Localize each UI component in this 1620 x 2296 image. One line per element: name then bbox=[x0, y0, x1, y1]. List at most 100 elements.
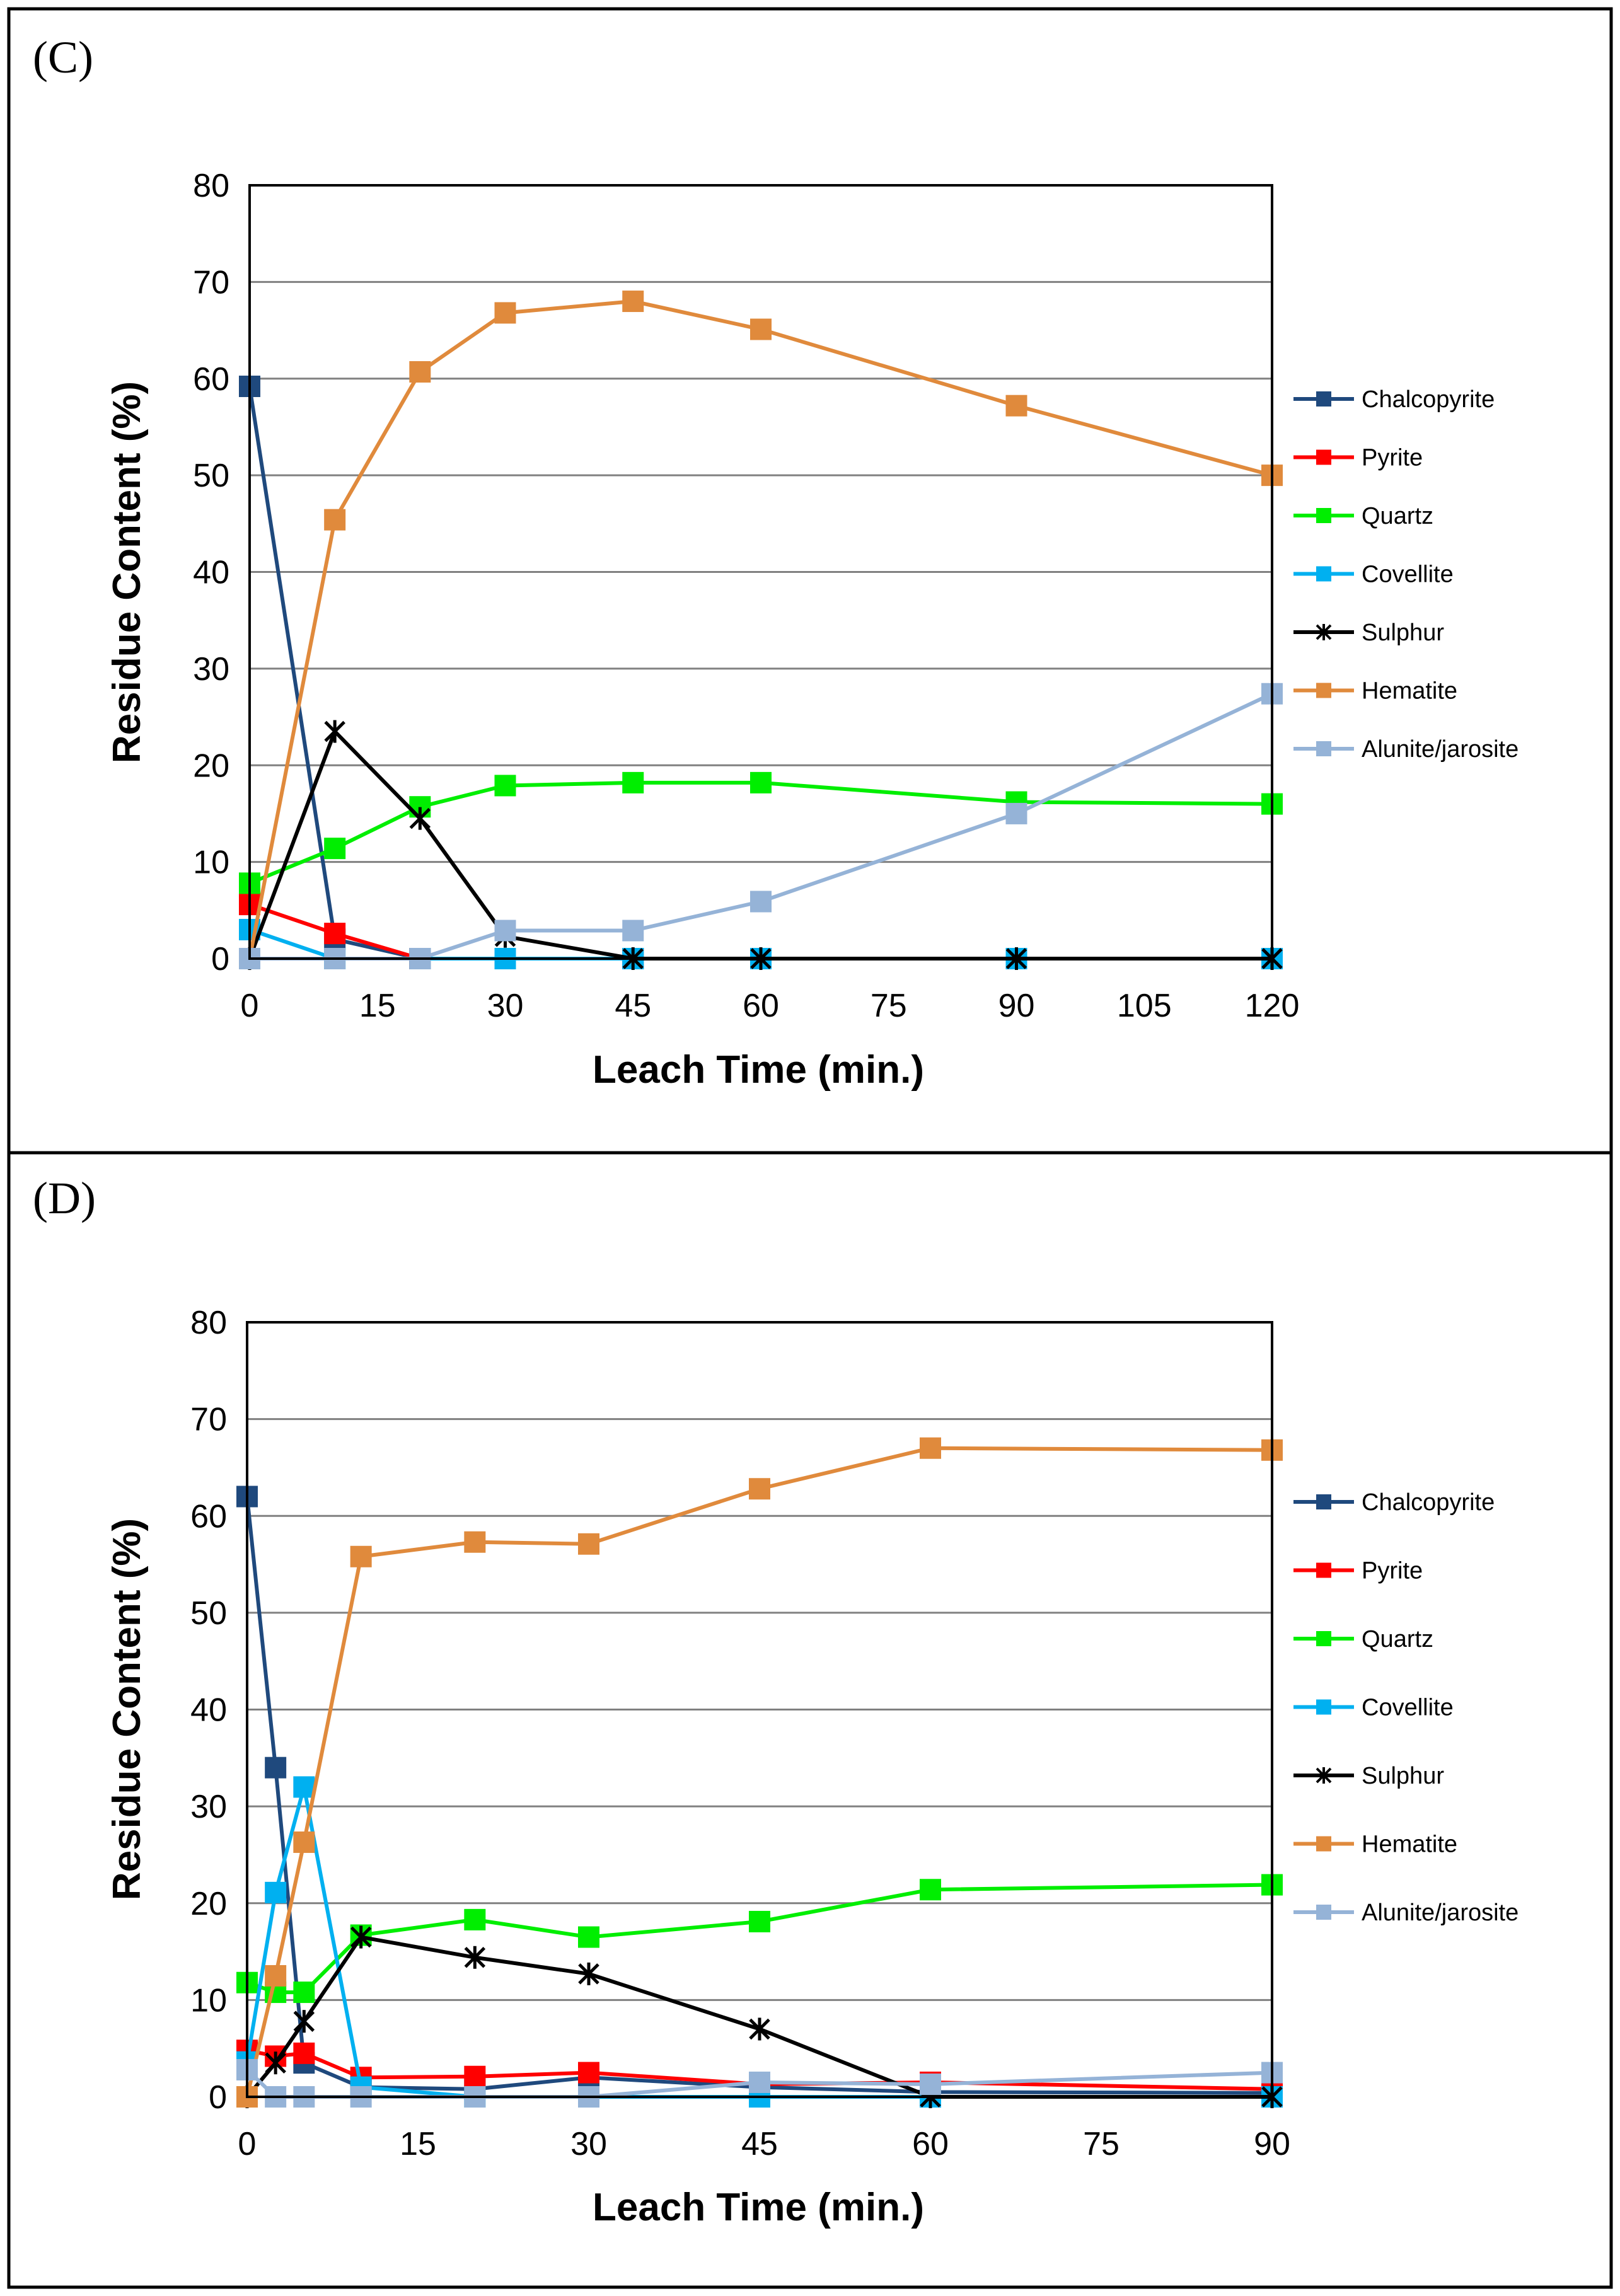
panel-c-x-tick-label: 105 bbox=[1117, 988, 1172, 1024]
panel-d-legend-chalcopyrite: Chalcopyrite bbox=[1293, 1489, 1495, 1516]
panel-d-legend-alunite-jarosite: Alunite/jarosite bbox=[1293, 1900, 1519, 1926]
panel-d: (D) 0 10 20 30 40 50 60 70 80 0 15 30 45 60 75 90 Leac… bbox=[7, 1151, 1613, 2289]
panel-d-x-tick-label: 0 bbox=[238, 2126, 257, 2162]
panel-c-series-alunite-jarosite-point bbox=[494, 920, 516, 942]
panel-d-series-alunite-jarosite-point bbox=[920, 2074, 941, 2096]
panel-c-x-axis-title: Leach Time (min.) bbox=[593, 1048, 924, 1092]
panel-d-legend-hematite: Hematite bbox=[1293, 1832, 1457, 1858]
panel-d-series-sulphur-point bbox=[293, 2010, 315, 2033]
panel-d-series-sulphur-point bbox=[578, 1962, 599, 1985]
panel-c-legend-quartz: Quartz bbox=[1293, 503, 1433, 529]
panel-d-series-sulphur-point bbox=[464, 1946, 486, 1969]
panel-d-series-alunite-jarosite-point bbox=[749, 2071, 770, 2093]
panel-c-series-hematite-point bbox=[750, 318, 772, 340]
panel-c-y-tick-label: 40 bbox=[193, 555, 229, 591]
panel-c-legend-hematite-marker bbox=[1316, 683, 1331, 698]
panel-c-y-ticks: 0 10 20 30 40 50 60 70 80 bbox=[193, 168, 229, 978]
panel-c-label: (C) bbox=[33, 32, 93, 83]
panel-c-plot-border bbox=[248, 184, 1273, 960]
panel-c-y-tick-label: 10 bbox=[193, 845, 229, 881]
panel-d-series-sulphur-point bbox=[265, 2051, 286, 2075]
panel-d-legend-hematite-label: Hematite bbox=[1362, 1832, 1457, 1858]
panel-c-x-tick-label: 75 bbox=[871, 988, 907, 1024]
panel-d-series-sulphur-point bbox=[749, 2017, 770, 2041]
panel-d-x-tick-label: 60 bbox=[912, 2126, 949, 2162]
panel-c-legend-sulphur-label: Sulphur bbox=[1362, 620, 1444, 646]
panel-c-y-axis-title: Residue Content (%) bbox=[105, 381, 149, 763]
panel-c-x-ticks: 0 15 30 45 60 75 90 105 120 bbox=[241, 988, 1300, 1024]
panel-c-series-hematite-point bbox=[494, 302, 516, 324]
panel-d-legend-pyrite-marker bbox=[1316, 1562, 1331, 1578]
panel-d-x-tick-label: 15 bbox=[400, 2126, 436, 2162]
panel-d-x-ticks: 0 15 30 45 60 75 90 bbox=[238, 2126, 1290, 2162]
panel-c-y-tick-label: 50 bbox=[193, 458, 229, 494]
panel-c-x-tick-label: 90 bbox=[998, 988, 1035, 1024]
panel-c-legend-sulphur: Sulphur bbox=[1293, 620, 1444, 646]
panel-d-x-tick-label: 45 bbox=[741, 2126, 778, 2162]
panel-c-series-quartz-line bbox=[248, 780, 1273, 886]
panel-d-y-tick-label: 30 bbox=[190, 1789, 227, 1825]
panel-c-legend-pyrite: Pyrite bbox=[1293, 445, 1423, 471]
panel-d-y-ticks: 0 10 20 30 40 50 60 70 80 bbox=[190, 1305, 227, 2116]
panel-c-x-tick-label: 45 bbox=[615, 988, 651, 1024]
panel-d-series-hematite-point bbox=[749, 1478, 770, 1500]
panel-d-y-tick-label: 10 bbox=[190, 1982, 227, 2019]
panel-d-legend-sulphur-label: Sulphur bbox=[1362, 1763, 1444, 1789]
panel-d-label: (D) bbox=[33, 1173, 96, 1223]
panel-c-series-alunite-jarosite-point bbox=[1005, 802, 1027, 824]
panel-d-series-quartz-point bbox=[464, 1908, 486, 1930]
panel-c-series-quartz-point bbox=[494, 775, 516, 797]
panel-d-legend-covellite-marker bbox=[1316, 1699, 1331, 1715]
panel-c-x-tick-label: 120 bbox=[1245, 988, 1300, 1024]
panel-c-gridlines bbox=[250, 280, 1272, 863]
panel-d-series-quartz bbox=[236, 1874, 1283, 2004]
panel-c-legend-covellite: Covellite bbox=[1293, 562, 1454, 588]
panel-c-legend-chalcopyrite-label: Chalcopyrite bbox=[1362, 386, 1495, 413]
panel-c-x-tick-label: 0 bbox=[241, 988, 259, 1024]
panel-d-legend-quartz-label: Quartz bbox=[1362, 1626, 1433, 1653]
panel-d-legend-covellite: Covellite bbox=[1293, 1695, 1454, 1721]
panel-d-legend-pyrite-label: Pyrite bbox=[1362, 1558, 1423, 1584]
panel-c-x-tick-label: 30 bbox=[487, 988, 524, 1024]
panel-d-gridlines bbox=[247, 1418, 1272, 2001]
panel-c-series-hematite-point bbox=[1005, 395, 1027, 417]
panel-d-x-tick-label: 90 bbox=[1254, 2126, 1290, 2162]
panel-d-series-pyrite-point bbox=[578, 2062, 599, 2084]
panel-c-legend-alunite-jarosite-label: Alunite/jarosite bbox=[1362, 736, 1519, 763]
panel-c-series-quartz-point bbox=[324, 838, 346, 860]
panel-d-x-tick-label: 75 bbox=[1083, 2126, 1120, 2162]
panel-d-series-quartz-point bbox=[920, 1879, 941, 1901]
panel-d-y-tick-label: 40 bbox=[190, 1692, 227, 1729]
panel-c-series-sulphur-point bbox=[324, 720, 345, 743]
panel-c-legend: Chalcopyrite Pyrite Quartz Covellite Sulphur… bbox=[1293, 386, 1519, 763]
panel-c-legend-hematite: Hematite bbox=[1293, 678, 1457, 705]
panel-d-series-hematite-point bbox=[265, 1964, 287, 1987]
panel-d-frame bbox=[7, 1151, 1613, 2289]
panel-c-series-alunite-jarosite-point bbox=[622, 920, 644, 942]
panel-d-legend-chalcopyrite-label: Chalcopyrite bbox=[1362, 1489, 1495, 1516]
panel-d-series-hematite-point bbox=[350, 1545, 372, 1567]
panel-c-legend-hematite-label: Hematite bbox=[1362, 678, 1457, 705]
panel-c-y-tick-label: 30 bbox=[193, 651, 229, 688]
panel-c-legend-quartz-marker bbox=[1316, 508, 1331, 523]
panel-d-y-axis-title: Residue Content (%) bbox=[105, 1518, 149, 1900]
panel-d-series-quartz-point bbox=[578, 1926, 599, 1948]
panel-d-legend: Chalcopyrite Pyrite Quartz Covellite Sulphur… bbox=[1293, 1489, 1519, 1926]
panel-d-y-tick-label: 50 bbox=[190, 1595, 227, 1632]
panel-c-legend-alunite-jarosite-marker bbox=[1316, 741, 1331, 756]
panel-c-legend-pyrite-marker bbox=[1316, 449, 1331, 465]
panel-c-y-tick-label: 20 bbox=[193, 747, 229, 784]
panel-c-legend-covellite-label: Covellite bbox=[1362, 562, 1454, 588]
panel-d-legend-alunite-jarosite-marker bbox=[1316, 1905, 1331, 1920]
panel-d-y-tick-label: 0 bbox=[209, 2079, 227, 2116]
panel-c-series-quartz-point bbox=[622, 771, 644, 793]
panel-d-legend-covellite-label: Covellite bbox=[1362, 1695, 1454, 1721]
panel-d-y-tick-label: 80 bbox=[190, 1305, 227, 1341]
panel-c: (C) 0 10 20 30 40 50 60 70 80 0 15 30 45 60 75 90 105 12… bbox=[7, 7, 1613, 1155]
panel-c-x-tick-label: 15 bbox=[359, 988, 396, 1024]
panel-d-series-covellite-point bbox=[265, 1881, 287, 1903]
panel-c-legend-chalcopyrite: Chalcopyrite bbox=[1293, 386, 1495, 413]
panel-c-x-tick-label: 60 bbox=[743, 988, 779, 1024]
panel-d-series-chalcopyrite-point bbox=[265, 1757, 287, 1779]
